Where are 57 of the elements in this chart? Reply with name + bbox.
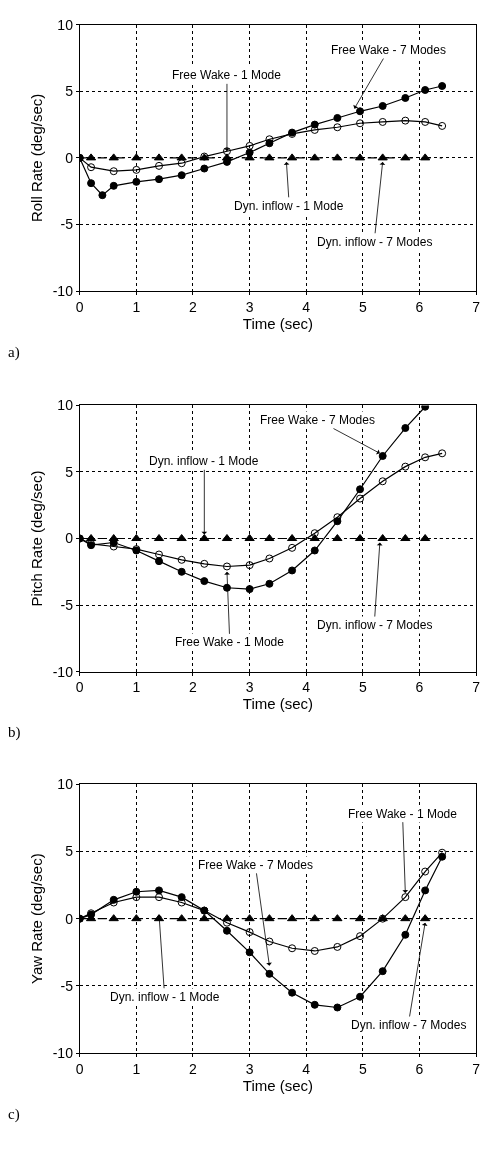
- y-tick-label: -10: [52, 282, 74, 299]
- x-tick-label: 6: [415, 298, 424, 315]
- annotation: Dyn. inflow - 1 Mode: [110, 990, 220, 1004]
- text: a): [8, 344, 20, 361]
- annotation: Free Wake - 1 Mode: [175, 635, 285, 649]
- x-tick-label: 6: [415, 679, 424, 696]
- y-tick-label: 10: [57, 16, 74, 33]
- y-tick-label: 5: [65, 463, 74, 480]
- y-tick-label: -10: [52, 1045, 74, 1062]
- x-tick-label: 4: [302, 1061, 311, 1078]
- y-axis-title: Roll Rate (deg/sec): [27, 93, 45, 223]
- x-tick-label: 5: [358, 298, 367, 315]
- x-tick-label: 4: [302, 679, 311, 696]
- x-tick-label: 7: [472, 679, 481, 696]
- x-tick-label: 1: [132, 679, 141, 696]
- y-tick-label: -5: [60, 216, 74, 233]
- annotation: Free Wake - 1 Mode: [172, 68, 282, 82]
- annotation: Dyn. inflow - 1 Mode: [234, 199, 344, 213]
- y-tick-label: 0: [65, 530, 74, 547]
- annotation: Free Wake - 7 Modes: [198, 858, 313, 872]
- x-tick-label: 1: [132, 1061, 141, 1078]
- x-tick-label: 3: [245, 1061, 254, 1078]
- y-tick-label: -10: [52, 663, 74, 680]
- x-tick-label: 2: [189, 679, 198, 696]
- y-tick-label: 10: [57, 397, 74, 414]
- x-tick-label: 7: [472, 1061, 481, 1078]
- y-axis-title: Pitch Rate (deg/sec): [27, 470, 45, 607]
- y-axis-title: Yaw Rate (deg/sec): [27, 853, 45, 984]
- x-tick-label: 1: [132, 298, 141, 315]
- text: c): [8, 1106, 20, 1123]
- x-tick-label: 6: [415, 1061, 424, 1078]
- y-tick-label: 10: [57, 775, 74, 792]
- y-tick-label: -5: [60, 977, 74, 994]
- x-tick-label: 5: [358, 1061, 367, 1078]
- annotation: Free Wake - 7 Modes: [331, 43, 446, 57]
- x-tick-label: 5: [358, 679, 367, 696]
- annotation: Dyn. inflow - 7 Modes: [317, 235, 433, 249]
- x-tick-label: 7: [472, 298, 481, 315]
- annotation: Dyn. inflow - 7 Modes: [351, 1018, 467, 1032]
- y-tick-label: 5: [65, 843, 74, 860]
- y-tick-label: 0: [65, 149, 74, 166]
- y-tick-label: 5: [65, 83, 74, 100]
- x-tick-label: 2: [189, 298, 198, 315]
- y-tick-label: -5: [60, 596, 74, 613]
- annotation: Free Wake - 1 Mode: [348, 807, 458, 821]
- text: b): [8, 724, 21, 741]
- x-axis-title: Time (sec): [242, 1077, 314, 1095]
- x-axis-title: Time (sec): [242, 695, 314, 713]
- annotation: Dyn. inflow - 1 Mode: [149, 454, 259, 468]
- annotation: Free Wake - 7 Modes: [260, 413, 375, 427]
- x-tick-label: 4: [302, 298, 311, 315]
- x-tick-label: 2: [189, 1061, 198, 1078]
- x-tick-label: 3: [245, 679, 254, 696]
- annotation: Dyn. inflow - 7 Modes: [317, 618, 433, 632]
- y-tick-label: 0: [65, 910, 74, 927]
- x-axis-title: Time (sec): [242, 314, 314, 332]
- x-tick-label: 3: [245, 298, 254, 315]
